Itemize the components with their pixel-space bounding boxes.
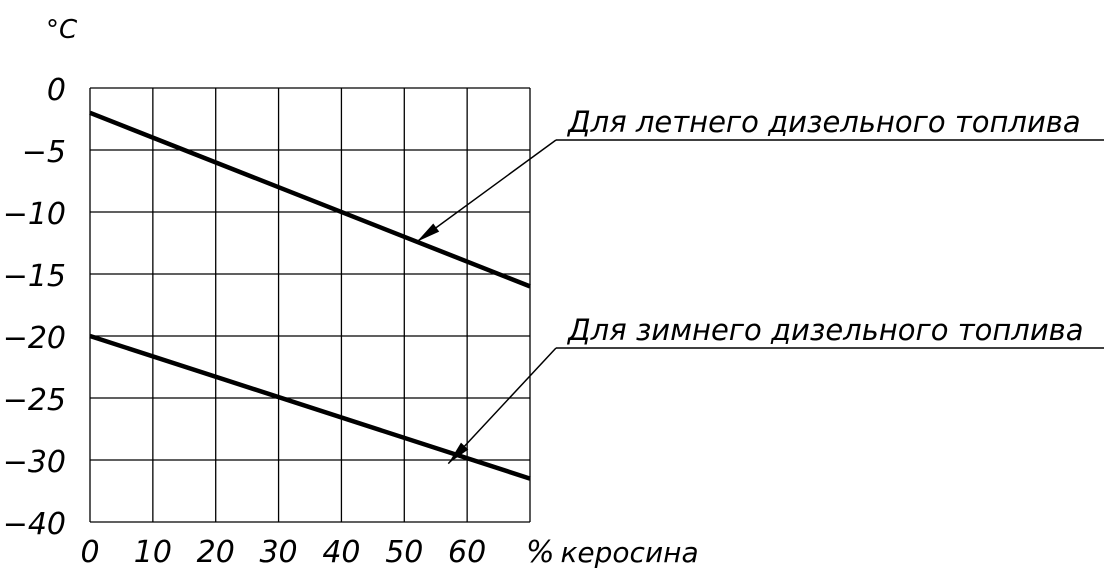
x-tick-label: 10 — [134, 535, 172, 570]
series-annotation-label: Для летнего дизельного топлива — [566, 105, 1081, 139]
y-tick-label: −40 — [3, 507, 66, 542]
y-tick-label: −30 — [3, 445, 66, 480]
x-tick-label: 60 — [448, 535, 486, 570]
annotation-layer: Для летнего дизельного топлива Для зимнег… — [416, 105, 1104, 465]
x-tick-label: 40 — [322, 535, 360, 570]
annotation-arrowhead — [448, 442, 469, 464]
x-axis-title: керосина — [561, 536, 699, 569]
y-tick-label: −10 — [3, 197, 66, 232]
x-tick-label: 50 — [385, 535, 423, 570]
series-line — [89, 333, 531, 481]
y-tick-label: −15 — [3, 259, 66, 294]
series-layer — [89, 110, 531, 481]
y-tick-label: 0 — [47, 73, 66, 108]
x-axis-label: % керосина — [526, 535, 699, 570]
y-axis-unit-label: °C — [46, 15, 78, 45]
x-tick-label: 0 — [80, 535, 99, 570]
annotation-arrowhead — [416, 223, 440, 242]
x-tick-labels: 0 10 20 30 40 50 60 — [80, 535, 486, 570]
y-tick-label: −20 — [3, 321, 66, 356]
y-tick-labels: 0 −5 −10 −15 −20 −25 −30 −40 — [3, 73, 66, 542]
x-axis-percent-sign: % — [526, 535, 555, 570]
chart-grid — [89, 87, 531, 523]
x-tick-label: 20 — [197, 535, 235, 570]
annotation-leader-line — [416, 139, 557, 243]
y-tick-label: −25 — [3, 383, 66, 418]
y-tick-label: −5 — [22, 135, 66, 170]
series-annotation-label: Для зимнего дизельного топлива — [566, 313, 1084, 347]
series-line — [89, 110, 531, 289]
annotation-leader-line — [447, 347, 557, 465]
x-tick-label: 30 — [259, 535, 297, 570]
